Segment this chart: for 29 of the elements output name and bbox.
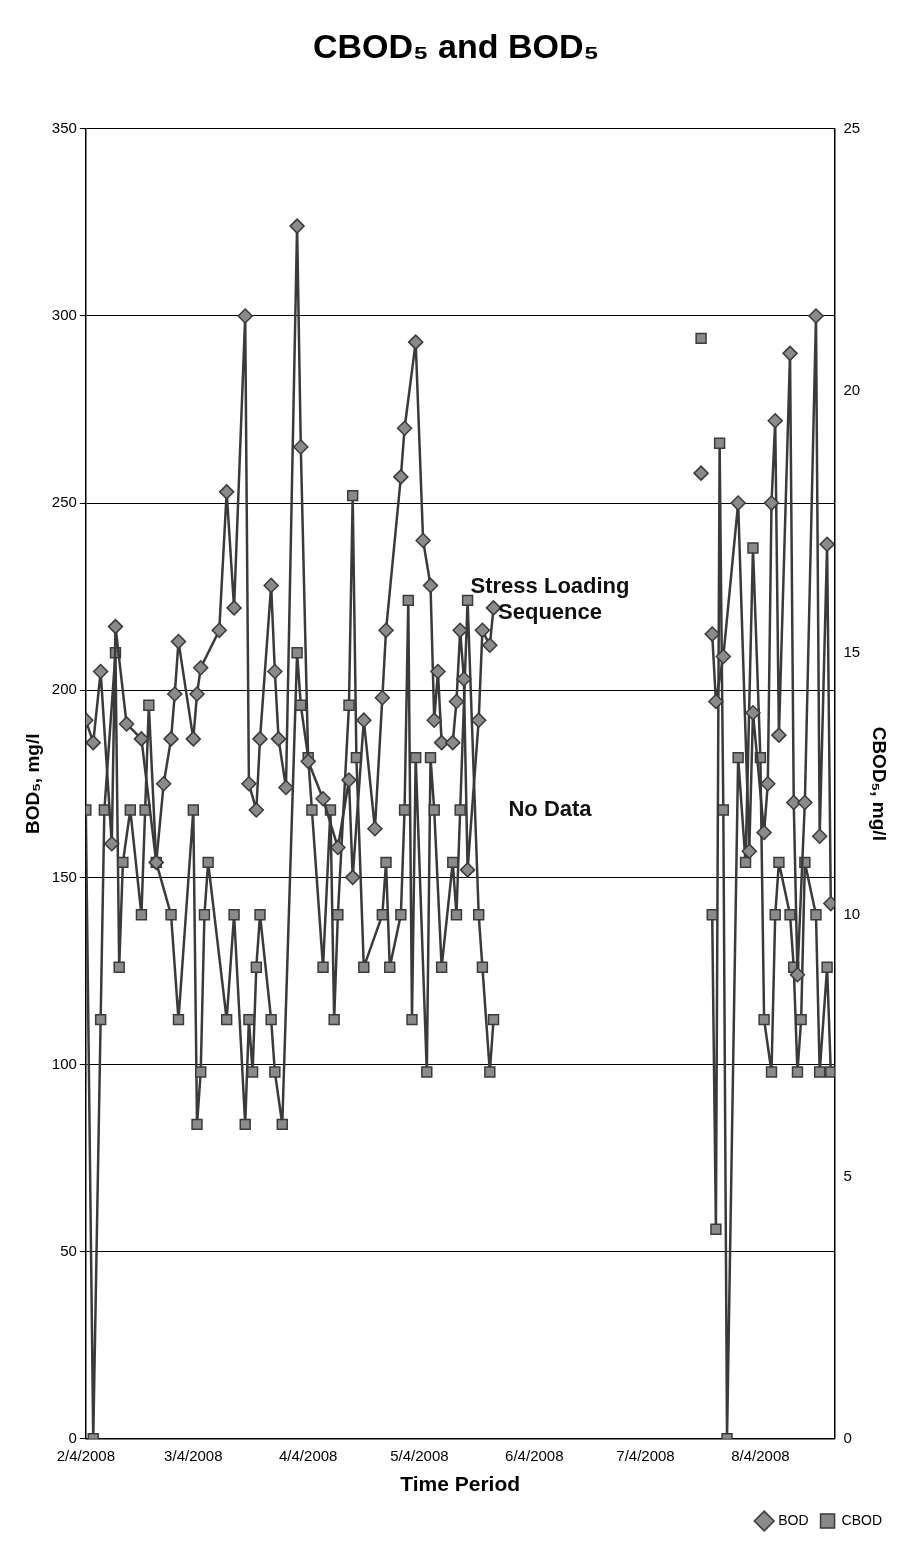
y-tick-label: 100 (51, 1054, 77, 1072)
x-tick-label: 5/4/2008 (390, 1446, 449, 1464)
y2-tick-label: 0 (843, 1428, 852, 1446)
y-tick-label: 350 (51, 118, 77, 136)
x-tick-label: 2/4/2008 (56, 1446, 116, 1464)
y-tick-label: 250 (51, 493, 77, 511)
x-tick-label: 3/4/2008 (164, 1446, 223, 1464)
y-tick-label: 50 (60, 1241, 77, 1259)
x-tick-label: 6/4/2008 (505, 1446, 564, 1464)
y2-tick-label: 20 (843, 380, 861, 398)
y2-tick-label: 5 (843, 1166, 852, 1184)
y-tick-label: 150 (51, 867, 77, 885)
y2-tick-label: 15 (843, 642, 861, 660)
y2-tick-label: 10 (843, 904, 861, 922)
y-axis-title: BOD₅, mg/l (21, 733, 43, 835)
legend-label: CBOD (841, 1511, 882, 1528)
y-tick-label: 0 (68, 1428, 77, 1446)
y-tick-label: 200 (51, 680, 77, 698)
y2-tick-label: 25 (843, 118, 861, 136)
x-tick-label: 7/4/2008 (616, 1446, 675, 1464)
x-axis-title: Time Period (400, 1472, 521, 1496)
legend-label: BOD (778, 1511, 809, 1528)
x-tick-label: 8/4/2008 (731, 1446, 790, 1464)
y2-axis-title: CBOD₅, mg/l (869, 726, 891, 841)
annotation: Stress Loading Sequence (470, 573, 630, 625)
y-tick-label: 300 (51, 306, 77, 324)
annotation: No Data (508, 796, 593, 822)
chart-title: CBOD₅ and BOD₅ (312, 26, 600, 65)
x-tick-label: 4/4/2008 (279, 1446, 338, 1464)
